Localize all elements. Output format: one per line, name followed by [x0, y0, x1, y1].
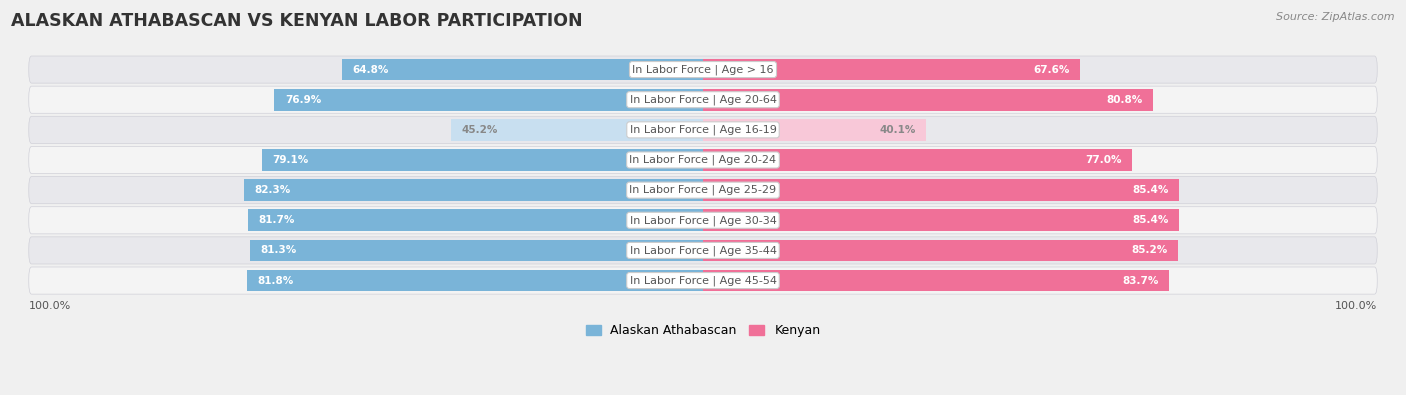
Bar — [703, 270, 1170, 292]
Bar — [703, 149, 1132, 171]
Text: 85.4%: 85.4% — [1132, 215, 1168, 225]
Text: 76.9%: 76.9% — [285, 95, 321, 105]
Bar — [247, 270, 703, 292]
FancyBboxPatch shape — [28, 267, 1378, 294]
Bar — [703, 119, 927, 141]
Bar — [262, 149, 703, 171]
Bar — [703, 240, 1178, 261]
Bar — [703, 209, 1178, 231]
Text: In Labor Force | Age > 16: In Labor Force | Age > 16 — [633, 64, 773, 75]
Bar — [451, 119, 703, 141]
Text: 85.4%: 85.4% — [1132, 185, 1168, 195]
Bar — [703, 179, 1178, 201]
Text: In Labor Force | Age 35-44: In Labor Force | Age 35-44 — [630, 245, 776, 256]
Bar — [703, 59, 1080, 81]
Text: ALASKAN ATHABASCAN VS KENYAN LABOR PARTICIPATION: ALASKAN ATHABASCAN VS KENYAN LABOR PARTI… — [11, 12, 583, 30]
Text: 80.8%: 80.8% — [1107, 95, 1143, 105]
Text: 81.8%: 81.8% — [257, 276, 294, 286]
Text: In Labor Force | Age 16-19: In Labor Force | Age 16-19 — [630, 124, 776, 135]
Text: In Labor Force | Age 20-64: In Labor Force | Age 20-64 — [630, 94, 776, 105]
Text: 85.2%: 85.2% — [1132, 245, 1167, 256]
Bar — [342, 59, 703, 81]
Text: In Labor Force | Age 45-54: In Labor Force | Age 45-54 — [630, 275, 776, 286]
Bar — [703, 89, 1153, 111]
Text: 77.0%: 77.0% — [1085, 155, 1122, 165]
FancyBboxPatch shape — [28, 177, 1378, 204]
FancyBboxPatch shape — [28, 207, 1378, 234]
Text: 100.0%: 100.0% — [1334, 301, 1378, 311]
Text: 83.7%: 83.7% — [1123, 276, 1159, 286]
Text: 100.0%: 100.0% — [28, 301, 72, 311]
Text: 81.7%: 81.7% — [259, 215, 294, 225]
Text: 40.1%: 40.1% — [880, 125, 917, 135]
Text: In Labor Force | Age 20-24: In Labor Force | Age 20-24 — [630, 155, 776, 165]
FancyBboxPatch shape — [28, 86, 1378, 113]
Text: 64.8%: 64.8% — [352, 64, 388, 75]
FancyBboxPatch shape — [28, 237, 1378, 264]
FancyBboxPatch shape — [28, 116, 1378, 143]
Text: Source: ZipAtlas.com: Source: ZipAtlas.com — [1277, 12, 1395, 22]
Text: 79.1%: 79.1% — [273, 155, 309, 165]
Text: In Labor Force | Age 30-34: In Labor Force | Age 30-34 — [630, 215, 776, 226]
Text: 81.3%: 81.3% — [260, 245, 297, 256]
Bar — [245, 179, 703, 201]
Bar — [247, 209, 703, 231]
Text: 82.3%: 82.3% — [254, 185, 291, 195]
Text: In Labor Force | Age 25-29: In Labor Force | Age 25-29 — [630, 185, 776, 196]
Text: 45.2%: 45.2% — [461, 125, 498, 135]
Bar — [250, 240, 703, 261]
Text: 67.6%: 67.6% — [1033, 64, 1070, 75]
FancyBboxPatch shape — [28, 147, 1378, 173]
FancyBboxPatch shape — [28, 56, 1378, 83]
Bar — [274, 89, 703, 111]
Legend: Alaskan Athabascan, Kenyan: Alaskan Athabascan, Kenyan — [581, 320, 825, 342]
